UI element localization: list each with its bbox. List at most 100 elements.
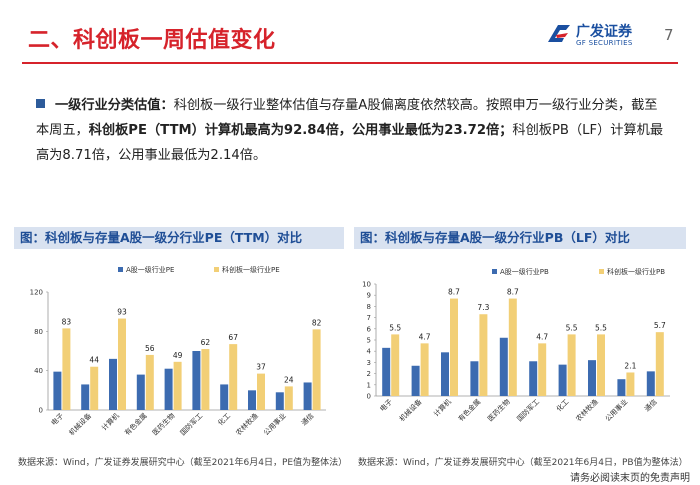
pb-bar-kcb-6 xyxy=(567,334,576,396)
pb-y-tick-label: 0 xyxy=(367,393,371,401)
pb-bar-a-2 xyxy=(441,352,449,396)
pb-bar-a-5 xyxy=(529,361,538,396)
left-source-note: 数据来源：Wind，广发证券发展研究中心（截至2021年6月4日，PE值为整体法… xyxy=(18,458,348,468)
pe-bar-kcb-6 xyxy=(229,344,238,410)
pb-bar-kcb-7 xyxy=(597,334,605,396)
pe-bar-a-7 xyxy=(248,390,256,410)
pe-bar-a-4 xyxy=(164,368,173,410)
summary-bullet: 一级行业分类估值：科创板一级行业整体估值与存量A股偏离度依然较高。按照申万一级行… xyxy=(36,93,668,168)
pb-data-label-8: 2.1 xyxy=(624,361,636,370)
pe-data-label-9: 82 xyxy=(312,318,322,327)
pe-category-label-1: 机械设备 xyxy=(67,411,93,437)
pb-bar-kcb-1 xyxy=(420,343,429,396)
pb-bar-a-8 xyxy=(617,379,626,396)
pe-bar-kcb-1 xyxy=(90,366,99,410)
pe-bar-kcb-2 xyxy=(118,318,126,410)
pe-category-label-9: 通信 xyxy=(299,411,315,427)
pb-y-tick-label: 2 xyxy=(367,370,371,378)
pb-bar-a-6 xyxy=(558,364,567,396)
pb-y-tick-label: 6 xyxy=(367,325,372,333)
pe-data-label-3: 56 xyxy=(145,344,155,353)
pb-category-label-8: 公用事业 xyxy=(603,397,629,423)
pe-category-label-3: 有色金属 xyxy=(123,411,149,437)
pb-category-label-9: 通信 xyxy=(642,397,658,413)
pb-data-label-4: 8.7 xyxy=(507,288,519,297)
pe-bar-kcb-9 xyxy=(312,329,321,410)
pb-y-tick-label: 3 xyxy=(367,359,371,367)
right-source-note: 数据来源：Wind，广发证券发展研究中心（截至2021年6月4日，PB值为整体法… xyxy=(358,458,688,468)
pe-bar-kcb-4 xyxy=(173,361,182,410)
pb-category-label-7: 农林牧渔 xyxy=(574,397,600,423)
pe-data-label-5: 62 xyxy=(201,338,211,347)
pb-bar-chart: A股一级行业PB 科创板一级行业PB 0 1 2 3 4 5 6 7 8 9 10 5.5 电子 4.7 机械设… xyxy=(362,267,670,423)
pb-legend-swatch-1 xyxy=(599,269,604,274)
pe-bar-a-6 xyxy=(220,384,229,410)
pb-category-label-1: 机械设备 xyxy=(397,397,423,423)
title-divider xyxy=(22,62,678,64)
logo-text-cn: 广发证券 xyxy=(576,24,632,40)
pb-bar-kcb-5 xyxy=(538,343,547,396)
pb-legend-label-1: 科创板一级行业PB xyxy=(607,267,665,276)
pb-data-label-3: 7.3 xyxy=(477,303,489,312)
pe-data-label-2: 93 xyxy=(117,308,127,317)
pe-bar-kcb-7 xyxy=(257,373,265,410)
pb-legend-swatch-0 xyxy=(492,269,497,274)
pb-bar-a-4 xyxy=(499,337,508,396)
pb-y-tick-label: 1 xyxy=(367,381,371,389)
pb-data-label-0: 5.5 xyxy=(389,323,401,332)
pe-category-label-5: 国防军工 xyxy=(178,411,204,437)
pe-bar-a-2 xyxy=(109,358,117,410)
pe-category-label-0: 电子 xyxy=(49,411,65,427)
page-title: 二、科创板一周估值变化 xyxy=(28,28,276,53)
pe-data-label-6: 67 xyxy=(228,333,238,342)
bullet-bold-1: 科创板PE（TTM）计算机最高为92.84倍，公用事业最低为23.72倍； xyxy=(88,123,513,138)
pe-data-label-1: 44 xyxy=(89,356,99,365)
pb-data-label-7: 5.5 xyxy=(595,323,607,332)
pb-bar-kcb-8 xyxy=(626,372,635,396)
pe-y-tick-label: 0 xyxy=(39,407,43,415)
left-chart-title: 图：科创板与存量A股一级分行业PE（TTM）对比 xyxy=(14,227,344,249)
bullet-text-2: 科创板PB（LF）计算机最高为8.71倍，公用事业最低为2.14倍。 xyxy=(36,123,664,163)
pe-legend-swatch-1 xyxy=(214,267,219,272)
pe-category-label-2: 计算机 xyxy=(100,411,121,432)
pb-data-label-1: 4.7 xyxy=(419,332,431,341)
pe-y-tick-label: 40 xyxy=(34,367,43,375)
pb-bar-a-0 xyxy=(382,347,391,396)
pe-data-label-4: 49 xyxy=(173,351,183,360)
gf-logo-icon xyxy=(548,25,570,42)
pb-y-tick-label: 8 xyxy=(367,303,371,311)
right-chart-title: 图：科创板与存量A股一级分行业PB（LF）对比 xyxy=(354,227,686,249)
pe-category-label-7: 农林牧渔 xyxy=(234,411,260,437)
pb-bar-kcb-2 xyxy=(450,298,458,396)
pb-data-label-2: 8.7 xyxy=(448,288,460,297)
pe-legend-swatch-0 xyxy=(118,267,123,272)
pb-y-tick-label: 4 xyxy=(367,348,372,356)
pe-data-label-7: 37 xyxy=(256,363,266,372)
company-logo: 广发证券 GF SECURITIES xyxy=(546,18,646,54)
pe-data-label-0: 83 xyxy=(62,317,72,326)
pe-bar-a-0 xyxy=(53,371,62,410)
pe-legend-label-1: 科创板一级行业PE xyxy=(222,265,280,274)
pe-category-label-6: 化工 xyxy=(216,411,232,427)
pe-category-label-4: 医药生物 xyxy=(150,411,176,437)
pe-data-label-8: 24 xyxy=(284,375,294,384)
pb-bar-a-1 xyxy=(411,365,420,396)
pe-bar-kcb-5 xyxy=(201,349,210,410)
pb-category-label-2: 计算机 xyxy=(432,397,453,418)
pe-bar-kcb-8 xyxy=(284,386,293,410)
pb-bar-kcb-3 xyxy=(479,314,488,396)
pb-category-label-5: 国防军工 xyxy=(515,397,541,423)
pb-bar-a-9 xyxy=(646,371,655,396)
pb-data-label-6: 5.5 xyxy=(566,323,578,332)
pb-category-label-6: 化工 xyxy=(554,397,570,413)
pe-bar-a-3 xyxy=(136,374,145,410)
pb-bar-kcb-9 xyxy=(655,332,664,396)
pe-y-tick-label: 80 xyxy=(34,328,43,336)
pb-data-label-9: 5.7 xyxy=(654,321,666,330)
pb-data-label-5: 4.7 xyxy=(536,332,548,341)
pe-y-tick-label: 120 xyxy=(30,289,43,297)
pe-bar-a-1 xyxy=(81,384,90,410)
pe-bar-a-5 xyxy=(192,351,201,410)
pb-bar-a-3 xyxy=(470,361,479,396)
pb-category-label-3: 有色金属 xyxy=(456,397,482,423)
